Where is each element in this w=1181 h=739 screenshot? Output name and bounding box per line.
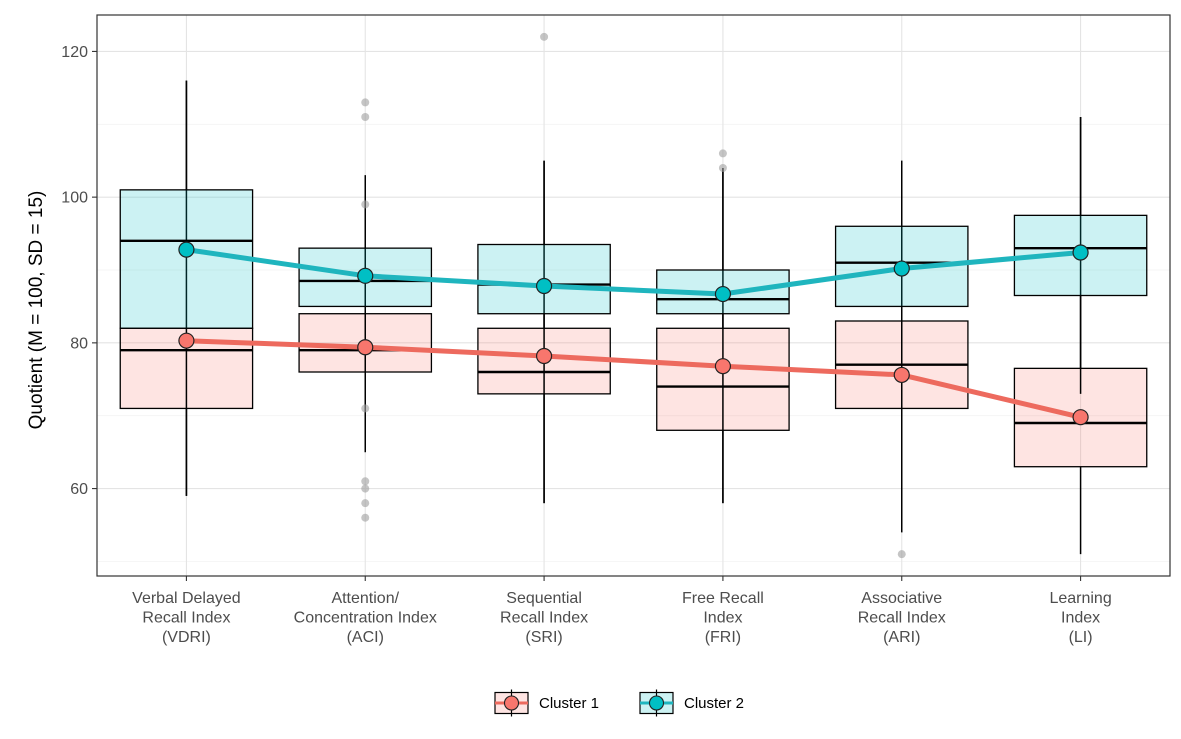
mean-line-layer	[183, 247, 1084, 420]
x-category-label-line: Concentration Index	[294, 610, 437, 627]
y-tick-label: 100	[61, 190, 88, 207]
outlier-point	[718, 149, 727, 158]
mean-point-cluster-1	[893, 366, 910, 384]
x-category-label-line: Recall Index	[500, 610, 588, 627]
box-2-1	[119, 80, 254, 496]
x-category-label-line: Recall Index	[142, 610, 230, 627]
outlier-layer	[361, 32, 906, 559]
grid-layer	[97, 15, 1170, 576]
y-tick-label: 80	[70, 335, 88, 352]
x-category-label-line: Sequential	[506, 590, 582, 607]
outlier-point	[361, 499, 370, 508]
mean-point-cluster-2	[1072, 244, 1089, 261]
panel-background	[97, 15, 1170, 576]
outlier-point	[897, 550, 906, 559]
x-category-label-line: (LI)	[1069, 629, 1093, 646]
mean-point-cluster-1	[714, 358, 732, 375]
outlier-point	[361, 113, 370, 121]
mean-point-cluster-2	[178, 241, 195, 258]
x-category-label-line: Index	[1061, 610, 1100, 627]
y-tick-label: 120	[61, 44, 88, 61]
y-tick-label: 60	[70, 481, 88, 498]
panel-border	[96, 14, 1171, 577]
x-axis: Verbal Delayed Recall Index (VDRI) Attentio…	[132, 576, 1112, 646]
y-axis-title: Quotient (M = 100, SD = 15)	[26, 191, 47, 430]
outlier-point	[361, 98, 370, 107]
box-iqr	[119, 189, 254, 329]
x-category-label-line: Free Recall	[682, 590, 764, 607]
mean-point-cluster-2	[357, 267, 374, 284]
x-category-label-line: (SRI)	[525, 629, 562, 646]
x-category-label-line: Verbal Delayed	[132, 590, 241, 607]
x-category-label-line: Associative	[861, 590, 942, 607]
mean-point-cluster-2	[714, 285, 732, 303]
legend-item-cluster-1: Cluster 1	[494, 689, 599, 717]
legend: Cluster 1 Cluster 2	[494, 689, 744, 717]
x-category-label-line: (ARI)	[883, 629, 920, 646]
x-category-label: Verbal Delayed Recall Index (VDRI)	[132, 590, 241, 646]
x-category-label: Free Recall Index (FRI)	[682, 590, 764, 646]
x-category-label-line: (ACI)	[347, 629, 384, 646]
outlier-point	[361, 477, 370, 486]
x-category-label-line: Recall Index	[858, 610, 946, 627]
mean-point-cluster-2	[535, 277, 553, 295]
legend-key-point	[648, 695, 665, 711]
outlier-point	[718, 164, 727, 172]
outlier-point	[361, 513, 370, 522]
x-category-label: Attention/Concentration Index (ACI)	[294, 590, 437, 646]
x-category-label-line: Index	[703, 610, 742, 627]
outlier-point	[361, 200, 370, 209]
x-category-label-line: (FRI)	[705, 629, 741, 646]
mean-line-cluster-2	[183, 247, 1084, 297]
x-category-label: Associative Recall Index (ARI)	[858, 590, 946, 646]
legend-item-cluster-2: Cluster 2	[639, 689, 744, 717]
mean-point-cluster-1	[357, 339, 374, 356]
legend-label: Cluster 2	[684, 695, 744, 712]
mean-point-layer	[178, 241, 1089, 426]
mean-point-cluster-1	[178, 332, 195, 349]
outlier-point	[361, 404, 370, 413]
mean-point-cluster-1	[1072, 409, 1089, 426]
legend-key-point	[503, 695, 520, 711]
mean-point-cluster-2	[893, 260, 910, 277]
mean-point-cluster-1	[535, 347, 553, 365]
outlier-point	[540, 32, 549, 41]
x-category-label: Learning Index (LI)	[1049, 590, 1111, 646]
y-axis: 60 80 100 120	[61, 44, 97, 498]
legend-label: Cluster 1	[539, 695, 599, 712]
outlier-point	[361, 484, 370, 493]
x-category-label-line: Attention/	[331, 590, 399, 607]
x-category-label-line: Learning	[1049, 590, 1111, 607]
x-category-label: Sequential Recall Index (SRI)	[500, 590, 588, 646]
mean-line-cluster-1	[183, 338, 1084, 420]
x-category-label-line: (VDRI)	[162, 629, 211, 646]
